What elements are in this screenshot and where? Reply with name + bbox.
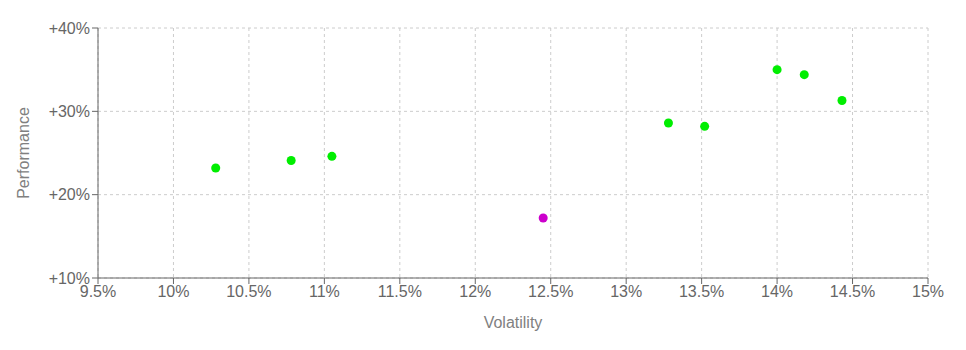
svg-text:+10%: +10% (49, 270, 90, 287)
svg-text:11.5%: 11.5% (378, 283, 422, 300)
svg-text:13.5%: 13.5% (679, 283, 724, 300)
svg-text:11%: 11% (309, 283, 340, 300)
svg-text:Volatility: Volatility (484, 314, 543, 331)
svg-text:+40%: +40% (49, 20, 90, 37)
svg-text:14.5%: 14.5% (830, 283, 875, 300)
svg-text:9.5%: 9.5% (79, 283, 117, 301)
svg-text:+30%: +30% (49, 103, 90, 120)
svg-text:15%: 15% (912, 283, 944, 300)
svg-text:10.5%: 10.5% (226, 283, 271, 300)
svg-text:Performance: Performance (15, 107, 32, 199)
svg-text:12%: 12% (459, 283, 491, 300)
svg-text:12.5%: 12.5% (528, 283, 573, 300)
svg-text:13%: 13% (610, 283, 642, 300)
svg-text:14%: 14% (761, 283, 793, 300)
svg-text:+20%: +20% (49, 186, 90, 203)
svg-text:10%: 10% (157, 283, 189, 300)
